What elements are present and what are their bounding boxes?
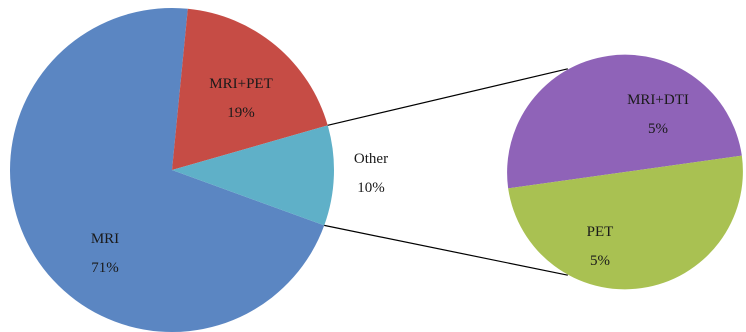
- connector-line-top: [327, 68, 568, 126]
- connector-line-bottom: [324, 224, 568, 276]
- slice-labels: MRI 71% MRI+PET 19% Other 10% MRI+DTI 5% PET 5%: [91, 76, 689, 276]
- breakout-mri-plus-dti-percent-label: 5%: [648, 121, 668, 137]
- breakout-pie: [507, 54, 743, 290]
- breakout-pet-label: PET: [587, 224, 614, 240]
- connector-lines: [324, 68, 568, 276]
- breakout-pet-percent-label: 5%: [590, 253, 610, 269]
- mri-plus-pet-percent-label: 19%: [227, 105, 255, 121]
- other-percent-label: 10%: [357, 180, 385, 196]
- slice-other: [172, 125, 334, 226]
- slice-mri: [10, 7, 325, 332]
- breakout-slice-mri-plus-dti: [507, 54, 742, 189]
- slice-mri-plus-pet: [172, 8, 328, 170]
- breakout-mri-plus-dti-label: MRI+DTI: [627, 92, 689, 108]
- breakout-slice-pet: [508, 155, 743, 290]
- mri-label: MRI: [91, 231, 119, 247]
- mri-percent-label: 71%: [91, 260, 119, 276]
- other-label: Other: [354, 151, 388, 167]
- mri-plus-pet-label: MRI+PET: [209, 76, 272, 92]
- main-pie: [10, 7, 334, 332]
